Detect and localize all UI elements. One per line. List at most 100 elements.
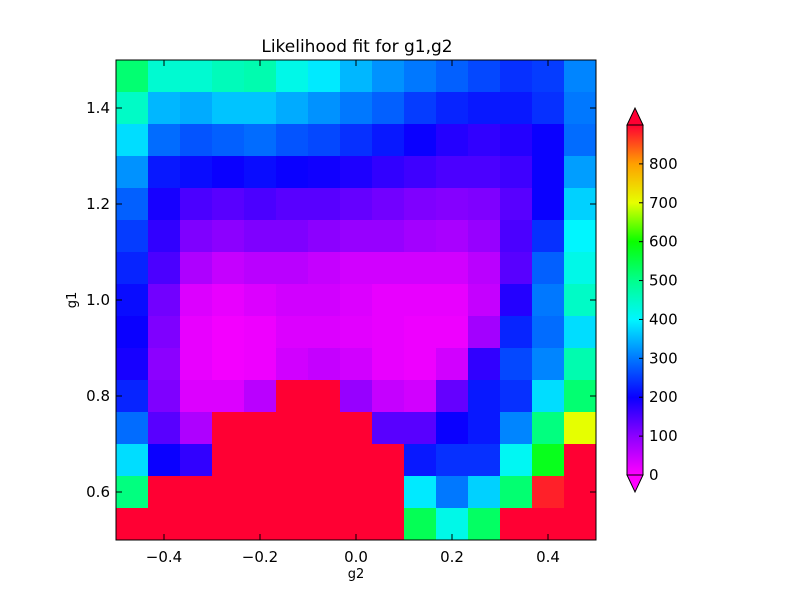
heatmap-cell bbox=[532, 348, 565, 381]
heatmap-cell bbox=[532, 156, 565, 189]
heatmap-cell bbox=[148, 92, 181, 125]
colorbar-over-extension bbox=[626, 106, 644, 126]
heatmap-cell bbox=[180, 412, 213, 445]
x-axis-ticks: −0.4 −0.2 0.0 0.2 0.4 bbox=[146, 60, 560, 566]
heatmap-cell bbox=[468, 508, 501, 541]
heatmap-cell bbox=[436, 92, 469, 125]
colorbar: 0 100 200 300 400 500 600 700 800 bbox=[626, 106, 678, 494]
heatmap-cell bbox=[372, 124, 405, 157]
heatmap-cell bbox=[500, 92, 533, 125]
heatmap-cell bbox=[468, 156, 501, 189]
y-tick-label: 0.6 bbox=[86, 483, 110, 501]
heatmap-cell bbox=[308, 380, 341, 413]
heatmap-cell bbox=[148, 380, 181, 413]
heatmap-cell bbox=[276, 380, 309, 413]
x-tick-label: 0.0 bbox=[344, 548, 368, 566]
heatmap-cell bbox=[564, 60, 597, 93]
heatmap-cell bbox=[276, 188, 309, 221]
heatmap-cell bbox=[436, 284, 469, 317]
heatmap-cell bbox=[244, 284, 277, 317]
heatmap-cell bbox=[564, 412, 597, 445]
heatmap-cell bbox=[500, 220, 533, 253]
heatmap-cell bbox=[564, 124, 597, 157]
heatmap-cell bbox=[532, 92, 565, 125]
heatmap-cell bbox=[180, 188, 213, 221]
heatmap-cell bbox=[500, 124, 533, 157]
heatmap-cell bbox=[340, 92, 373, 125]
heatmap-cell bbox=[500, 412, 533, 445]
heatmap-cell bbox=[532, 444, 565, 477]
heatmap-cell bbox=[276, 252, 309, 285]
heatmap-cell bbox=[308, 124, 341, 157]
colorbar-gradient bbox=[626, 124, 644, 476]
y-axis-label: g1 bbox=[65, 292, 80, 309]
chart-title: Likelihood fit for g1,g2 bbox=[261, 37, 452, 57]
heatmap-cell bbox=[308, 508, 341, 541]
heatmap-cell bbox=[308, 220, 341, 253]
heatmap-cell bbox=[532, 220, 565, 253]
heatmap-cell bbox=[372, 444, 405, 477]
heatmap-cell bbox=[340, 348, 373, 381]
heatmap-cell bbox=[116, 412, 149, 445]
heatmap-cell bbox=[340, 156, 373, 189]
heatmap-cell bbox=[244, 444, 277, 477]
heatmap-cell bbox=[404, 412, 437, 445]
heatmap-cell bbox=[340, 412, 373, 445]
heatmap-cell bbox=[276, 60, 309, 93]
heatmap-cell bbox=[148, 252, 181, 285]
heatmap-cell bbox=[308, 284, 341, 317]
heatmap-cell bbox=[308, 156, 341, 189]
heatmap-cell bbox=[500, 508, 533, 541]
heatmap-cell bbox=[532, 188, 565, 221]
heatmap-cell bbox=[148, 316, 181, 349]
heatmap-cell bbox=[212, 348, 245, 381]
heatmap-cell bbox=[436, 188, 469, 221]
heatmap-cell bbox=[116, 156, 149, 189]
heatmap-cell bbox=[436, 444, 469, 477]
heatmap-cell bbox=[404, 92, 437, 125]
heatmap-cell bbox=[468, 60, 501, 93]
heatmap-cell bbox=[276, 412, 309, 445]
heatmap-cell bbox=[372, 412, 405, 445]
heatmap-cell bbox=[116, 444, 149, 477]
heatmap-cell bbox=[404, 508, 437, 541]
heatmap-cell bbox=[340, 220, 373, 253]
heatmap-cell bbox=[180, 380, 213, 413]
heatmap-cell bbox=[180, 220, 213, 253]
heatmap-cell bbox=[372, 284, 405, 317]
heatmap-cell bbox=[500, 316, 533, 349]
heatmap-cell bbox=[212, 220, 245, 253]
heatmap-cell bbox=[212, 188, 245, 221]
heatmap-cell bbox=[436, 412, 469, 445]
heatmap-cell bbox=[564, 316, 597, 349]
heatmap-cell bbox=[372, 60, 405, 93]
heatmap-cell bbox=[372, 348, 405, 381]
heatmap-cell bbox=[180, 348, 213, 381]
heatmap-cell bbox=[340, 188, 373, 221]
heatmap-cell bbox=[532, 412, 565, 445]
heatmap-cell bbox=[148, 348, 181, 381]
heatmap-cell bbox=[436, 348, 469, 381]
heatmap-cell bbox=[308, 316, 341, 349]
heatmap-cell bbox=[532, 476, 565, 509]
heatmap-cell bbox=[468, 412, 501, 445]
heatmap-cell bbox=[468, 220, 501, 253]
heatmap-cell bbox=[500, 156, 533, 189]
heatmap-cell bbox=[532, 316, 565, 349]
heatmap-cell bbox=[308, 252, 341, 285]
heatmap-cell bbox=[564, 444, 597, 477]
heatmap-cell bbox=[532, 284, 565, 317]
heatmap-cell bbox=[372, 92, 405, 125]
heatmap-cell bbox=[180, 92, 213, 125]
heatmap-cell bbox=[308, 92, 341, 125]
heatmap-cell bbox=[212, 252, 245, 285]
heatmap-cell bbox=[148, 124, 181, 157]
colorbar-tick-label: 300 bbox=[649, 349, 678, 367]
heatmap-cell bbox=[212, 316, 245, 349]
heatmap-cell bbox=[436, 124, 469, 157]
heatmap-cell bbox=[564, 220, 597, 253]
heatmap-cell bbox=[468, 348, 501, 381]
heatmap-cell bbox=[212, 284, 245, 317]
heatmap-cell bbox=[148, 284, 181, 317]
heatmap-cell bbox=[468, 380, 501, 413]
